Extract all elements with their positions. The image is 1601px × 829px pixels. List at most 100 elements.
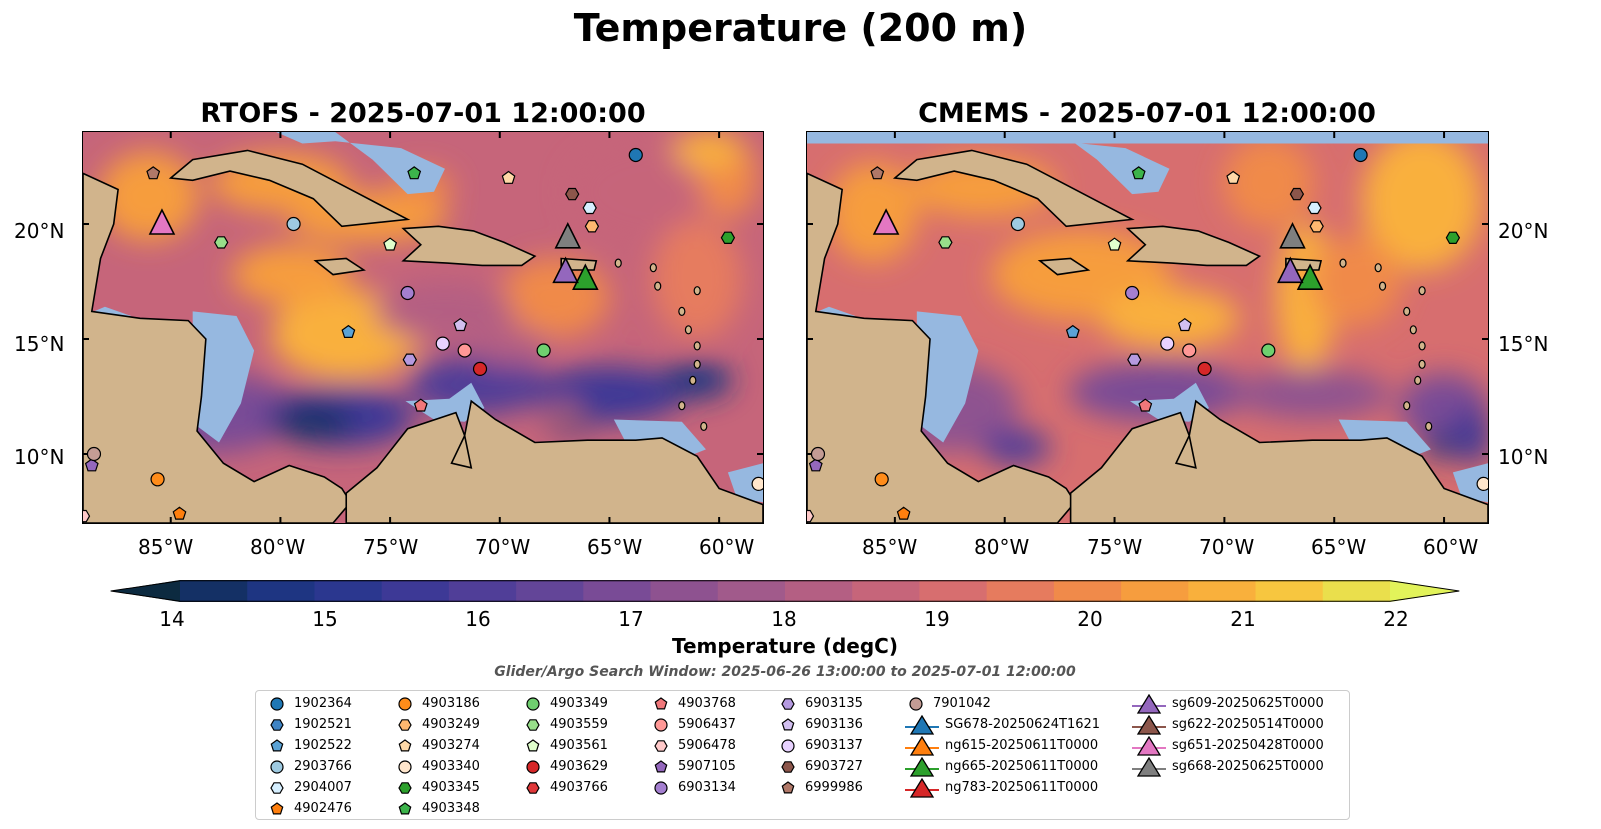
legend-marker bbox=[909, 777, 935, 798]
legend-label: 7901042 bbox=[933, 696, 991, 711]
float-marker-4903768 bbox=[413, 398, 428, 412]
legend-symbol bbox=[398, 759, 412, 774]
shallow-water bbox=[1129, 382, 1210, 422]
legend-symbol bbox=[905, 714, 939, 735]
legend-entry: 4903348 bbox=[394, 798, 480, 819]
float-marker-5906478 bbox=[807, 509, 815, 523]
legend-marker bbox=[1136, 756, 1162, 777]
float-marker-4903561 bbox=[1107, 237, 1122, 251]
float-marker-4903186 bbox=[874, 472, 889, 487]
legend-entry: 4903629 bbox=[522, 756, 608, 777]
float-marker-2904007 bbox=[1307, 201, 1322, 215]
legend-marker bbox=[270, 718, 284, 731]
legend-label: SG678-20250624T1621 bbox=[945, 717, 1101, 732]
legend-symbol bbox=[781, 738, 795, 753]
colorbar-label: Temperature (degC) bbox=[672, 634, 898, 658]
legend-symbol bbox=[781, 717, 795, 730]
shallow-water bbox=[276, 132, 445, 195]
island bbox=[1414, 375, 1422, 385]
legend-column: 4903349 4903559 4903561 4903629 4903766 bbox=[522, 693, 608, 798]
shallow-water bbox=[405, 382, 485, 422]
lat-tick-label: 15°N bbox=[1498, 332, 1549, 356]
legend-entry: 4903186 bbox=[394, 693, 480, 714]
legend-entry: sg609-20250625T0000 bbox=[1132, 693, 1324, 714]
float-marker-2904007 bbox=[582, 201, 597, 215]
legend-marker bbox=[781, 760, 795, 773]
legend-marker bbox=[270, 801, 284, 814]
legend-label: 2903766 bbox=[294, 759, 352, 774]
island bbox=[700, 421, 708, 431]
float-marker-1902522 bbox=[1065, 324, 1080, 338]
lat-tick-label: 15°N bbox=[14, 332, 65, 356]
legend-entry: 5906437 bbox=[650, 714, 736, 735]
legend-label: 6903727 bbox=[805, 759, 863, 774]
legend-label: 1902364 bbox=[294, 696, 352, 711]
float-marker-5906437 bbox=[457, 343, 472, 358]
legend-label: 4903629 bbox=[550, 759, 608, 774]
legend-entry: ng665-20250611T0000 bbox=[905, 756, 1100, 777]
legend-entry: 1902522 bbox=[266, 735, 352, 756]
legend-symbol bbox=[654, 696, 668, 709]
legend-marker bbox=[654, 780, 668, 795]
legend-symbol bbox=[526, 781, 540, 794]
land-mass bbox=[1069, 399, 1488, 523]
colorbar-segment bbox=[1322, 580, 1391, 602]
float-marker-4903349 bbox=[1261, 343, 1276, 358]
float-marker-5906437 bbox=[1182, 343, 1197, 358]
land-mass bbox=[1174, 433, 1197, 469]
float-marker-4903348 bbox=[407, 166, 422, 180]
legend-label: 6999986 bbox=[805, 780, 863, 795]
float-marker-6999986 bbox=[146, 166, 161, 180]
legend-marker bbox=[1136, 735, 1162, 756]
island bbox=[684, 325, 693, 335]
legend-entry: 2904007 bbox=[266, 777, 352, 798]
legend-label: sg609-20250625T0000 bbox=[1172, 696, 1324, 711]
shallow-water bbox=[1000, 132, 1170, 195]
legend-marker bbox=[781, 738, 795, 753]
colorbar-segment bbox=[1053, 580, 1122, 602]
colorbar-segment bbox=[650, 580, 719, 602]
legend-marker bbox=[654, 717, 668, 732]
legend-symbol bbox=[1132, 735, 1166, 756]
legend-entry: 6903134 bbox=[650, 777, 736, 798]
legend-marker bbox=[654, 696, 668, 709]
lat-tick-label: 20°N bbox=[1498, 219, 1549, 243]
legend-label: 4903340 bbox=[422, 759, 480, 774]
legend-entry: 4903768 bbox=[650, 693, 736, 714]
float-marker-5907105 bbox=[84, 458, 99, 472]
legend-marker bbox=[270, 781, 284, 794]
rtofs-map[interactable] bbox=[82, 131, 764, 524]
glider-marker-sg651-20250428T0000 bbox=[148, 208, 176, 235]
glider-marker-sg651-20250428T0000 bbox=[872, 208, 900, 235]
island bbox=[649, 263, 657, 273]
search-window-text: Glider/Argo Search Window: 2025-06-26 13… bbox=[494, 664, 1076, 680]
island bbox=[1378, 281, 1387, 291]
legend-label: ng665-20250611T0000 bbox=[945, 759, 1099, 774]
legend-marker bbox=[526, 759, 540, 774]
island bbox=[693, 286, 701, 296]
island bbox=[614, 258, 622, 268]
legend-symbol bbox=[398, 801, 412, 814]
colorbar-segment bbox=[381, 580, 450, 602]
legend-entry: 5907105 bbox=[650, 756, 736, 777]
legend-symbol bbox=[398, 718, 412, 731]
figure-title: Temperature (200 m) bbox=[573, 6, 1028, 50]
colorbar-segment bbox=[852, 580, 921, 602]
colorbar-segment bbox=[717, 580, 786, 602]
legend-symbol bbox=[270, 718, 284, 731]
no-data-strip bbox=[807, 132, 1488, 144]
legend-entry: 6903136 bbox=[777, 714, 863, 735]
cmems-map[interactable] bbox=[806, 131, 1489, 524]
colorbar-segment bbox=[247, 580, 316, 602]
legend-symbol bbox=[398, 781, 412, 794]
float-marker-4903349 bbox=[536, 343, 551, 358]
island bbox=[693, 341, 701, 351]
glider-marker-ng665-20250611T0000 bbox=[572, 263, 599, 290]
lon-tick-label: 65°W bbox=[587, 535, 643, 559]
island bbox=[1339, 258, 1347, 268]
legend-marker bbox=[1136, 714, 1162, 735]
float-marker-4903249 bbox=[584, 220, 600, 233]
legend-symbol bbox=[270, 759, 284, 774]
legend-symbol bbox=[398, 696, 412, 711]
legend-symbol bbox=[270, 738, 284, 751]
